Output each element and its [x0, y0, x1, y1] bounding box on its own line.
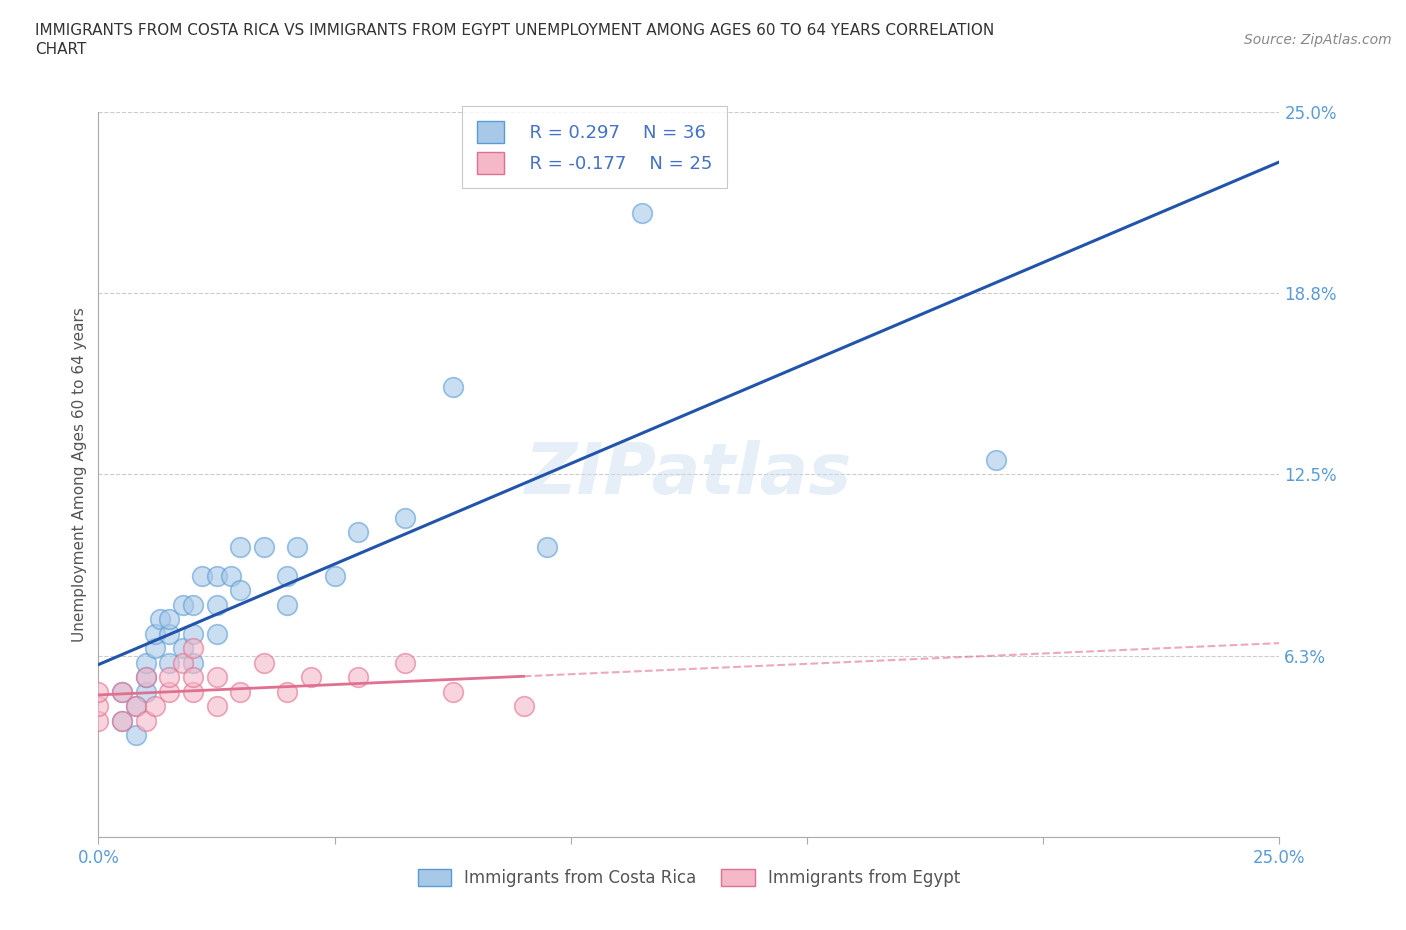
Point — [157, 656, 180, 671]
Point — [143, 641, 166, 656]
Point — [125, 728, 148, 743]
Point — [87, 684, 110, 699]
Point — [172, 656, 194, 671]
Point — [205, 670, 228, 684]
Point — [536, 539, 558, 554]
Point — [512, 699, 534, 714]
Text: ZIPatlas: ZIPatlas — [526, 440, 852, 509]
Point — [111, 684, 134, 699]
Point — [229, 684, 252, 699]
Point — [276, 568, 298, 583]
Point — [157, 627, 180, 642]
Point — [125, 699, 148, 714]
Point — [135, 656, 157, 671]
Point — [143, 699, 166, 714]
Point — [347, 525, 370, 539]
Point — [149, 612, 172, 627]
Point — [441, 379, 464, 394]
Point — [157, 670, 180, 684]
Point — [135, 713, 157, 728]
Point — [630, 206, 652, 220]
Point — [135, 670, 157, 684]
Point — [394, 656, 416, 671]
Point — [205, 568, 228, 583]
Point — [323, 568, 346, 583]
Legend: Immigrants from Costa Rica, Immigrants from Egypt: Immigrants from Costa Rica, Immigrants f… — [411, 862, 967, 894]
Point — [205, 627, 228, 642]
Point — [253, 539, 276, 554]
Y-axis label: Unemployment Among Ages 60 to 64 years: Unemployment Among Ages 60 to 64 years — [72, 307, 87, 642]
Text: CHART: CHART — [35, 42, 87, 57]
Point — [276, 597, 298, 612]
Point — [157, 684, 180, 699]
Point — [111, 713, 134, 728]
Point — [276, 684, 298, 699]
Text: Source: ZipAtlas.com: Source: ZipAtlas.com — [1244, 33, 1392, 46]
Point — [205, 597, 228, 612]
Point — [299, 670, 322, 684]
Text: IMMIGRANTS FROM COSTA RICA VS IMMIGRANTS FROM EGYPT UNEMPLOYMENT AMONG AGES 60 T: IMMIGRANTS FROM COSTA RICA VS IMMIGRANTS… — [35, 23, 994, 38]
Point — [135, 670, 157, 684]
Point — [143, 627, 166, 642]
Point — [135, 684, 157, 699]
Point — [253, 656, 276, 671]
Point — [111, 684, 134, 699]
Point — [157, 612, 180, 627]
Point — [984, 452, 1007, 467]
Point — [191, 568, 214, 583]
Point — [394, 511, 416, 525]
Point — [285, 539, 308, 554]
Point — [87, 699, 110, 714]
Point — [181, 684, 204, 699]
Point — [111, 713, 134, 728]
Point — [229, 539, 252, 554]
Point — [181, 641, 204, 656]
Point — [219, 568, 242, 583]
Point — [347, 670, 370, 684]
Point — [181, 656, 204, 671]
Point — [87, 713, 110, 728]
Point — [172, 641, 194, 656]
Point — [125, 699, 148, 714]
Point — [181, 597, 204, 612]
Point — [441, 684, 464, 699]
Point — [205, 699, 228, 714]
Point — [181, 670, 204, 684]
Point — [172, 597, 194, 612]
Point — [181, 627, 204, 642]
Point — [229, 583, 252, 598]
